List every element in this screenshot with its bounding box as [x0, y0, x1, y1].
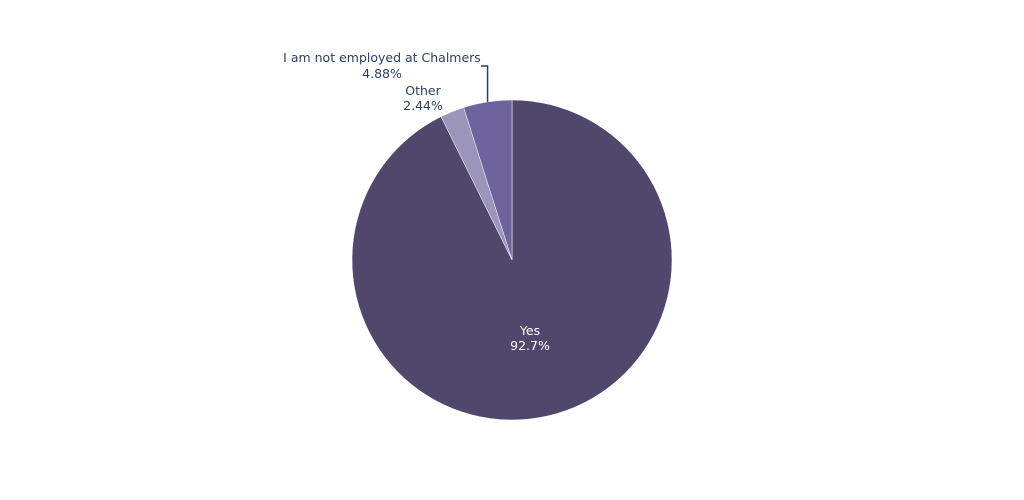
slice-not-employed[interactable]: [463, 99, 513, 261]
slice-percent-yes: 92.7%: [510, 338, 550, 353]
slice-percent-not-employed: 4.88%: [362, 66, 402, 81]
slice-label-other: Other: [405, 83, 441, 98]
slice-percent-other: 2.44%: [403, 98, 443, 113]
pie-labels: Yes 92.7% Other 2.44% I am not employed …: [283, 50, 550, 353]
slice-label-not-employed: I am not employed at Chalmers: [283, 50, 481, 65]
pie-slices: [351, 99, 673, 421]
leader-line: [481, 65, 489, 102]
slice-label-yes: Yes: [519, 323, 540, 338]
